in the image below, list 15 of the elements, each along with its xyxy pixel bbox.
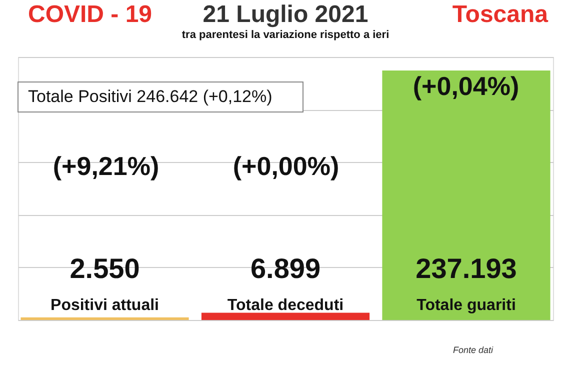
source-note: Fonte dati xyxy=(452,345,494,355)
data-label: 2.550 xyxy=(70,253,140,284)
text: COVID - 19 xyxy=(28,1,152,28)
data-label: 237.193 xyxy=(416,253,517,284)
annotation: (+0,00%) xyxy=(232,151,340,181)
text: Toscana xyxy=(452,1,549,28)
data-label: 6.899 xyxy=(250,253,321,284)
x-tick-label: Totale deceduti xyxy=(227,297,344,314)
annotation: (+9,21%) xyxy=(52,151,160,181)
chart-subtitle: tra parentesi la variazione rispetto a ieri xyxy=(182,29,390,41)
chart-title: 21 Luglio 2021 xyxy=(202,1,368,28)
x-tick-label: Positivi attuali xyxy=(50,297,159,314)
annotation: Totale Positivi 246.642 (+0,12%) xyxy=(28,87,272,106)
x-tick-label: Totale guariti xyxy=(416,297,516,314)
annotation: (+0,04%) xyxy=(412,71,520,101)
